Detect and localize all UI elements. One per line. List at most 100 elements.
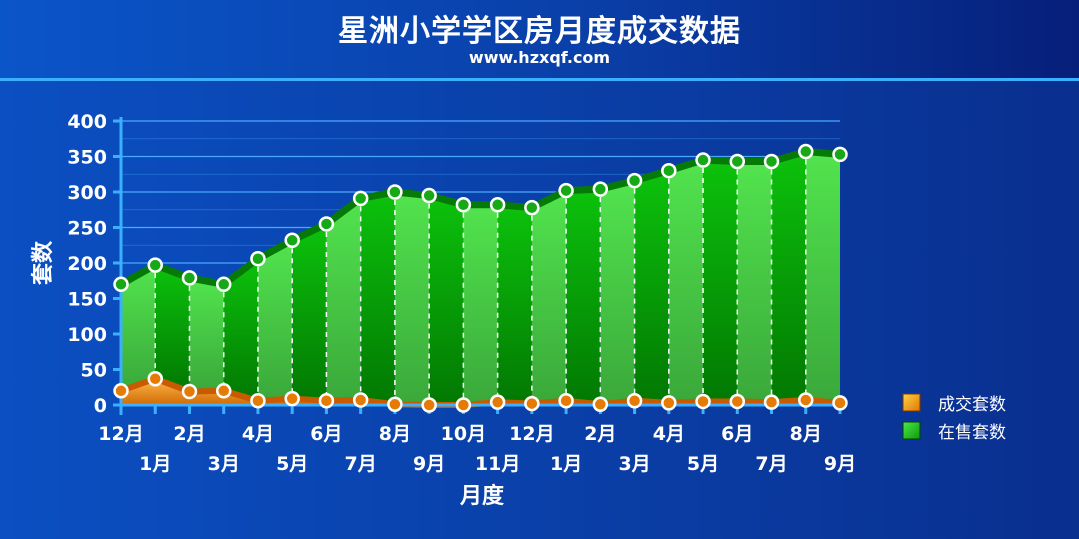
sold-point — [832, 395, 848, 411]
sold-point — [250, 392, 266, 409]
listed-area-segment — [155, 265, 190, 392]
chart-subtitle: www.hzxqf.com — [468, 48, 611, 67]
x-tick-label: 11月 — [475, 453, 520, 475]
sold-point — [387, 396, 403, 413]
x-tick-label: 3月 — [618, 453, 650, 475]
listed-point — [147, 257, 163, 273]
sold-point — [524, 395, 540, 412]
sold-point — [798, 392, 814, 408]
y-tick-label: 400 — [67, 111, 107, 133]
x-tick-label: 9月 — [413, 453, 445, 475]
listed-point — [250, 250, 266, 267]
listed-area-segment — [497, 204, 532, 404]
x-tick-label: 2月 — [584, 423, 616, 445]
listed-point — [695, 152, 711, 168]
listed-point — [181, 270, 198, 286]
listed-point — [661, 162, 677, 179]
listed-point — [832, 146, 848, 163]
sold-point — [318, 392, 335, 409]
y-tick-label: 250 — [67, 218, 107, 240]
listed-point — [352, 190, 369, 207]
x-axis-label: 月度 — [459, 483, 505, 509]
y-axis-label: 套数 — [30, 240, 56, 285]
listed-point — [284, 232, 300, 249]
sold-point — [592, 396, 609, 413]
sold-point — [489, 394, 506, 410]
sold-point — [215, 383, 232, 399]
sold-point — [763, 394, 780, 410]
listed-area-segment — [600, 180, 635, 405]
listed-area-segment — [463, 204, 498, 405]
listed-point — [455, 197, 472, 213]
y-tick-label: 50 — [81, 360, 107, 382]
listed-area-segment — [360, 192, 395, 405]
listed-area-segment — [326, 198, 361, 401]
chart-title: 星洲小学学区房月度成交数据 — [338, 14, 741, 49]
x-tick-label: 10月 — [441, 423, 486, 445]
sold-point — [626, 392, 643, 409]
listed-area-segment — [737, 161, 772, 403]
x-tick-label: 2月 — [173, 423, 205, 445]
listed-point — [318, 216, 335, 232]
x-tick-label: 4月 — [242, 423, 274, 445]
x-tick-label: 7月 — [755, 453, 787, 475]
sold-point — [421, 397, 437, 413]
sold-point — [284, 390, 300, 407]
sold-point — [352, 392, 369, 408]
listed-point — [798, 143, 814, 160]
listed-point — [592, 181, 609, 197]
listed-area-segment — [292, 223, 327, 401]
y-tick-label: 100 — [67, 324, 107, 346]
listed-point — [113, 276, 129, 293]
x-tick-label: 12月 — [509, 423, 554, 445]
x-tick-label: 9月 — [824, 453, 856, 475]
listed-point — [215, 276, 232, 293]
listed-point — [387, 184, 403, 200]
legend: 成交套数 在售套数 — [902, 393, 1006, 443]
listed-area-segment — [703, 160, 738, 402]
y-tick-label: 0 — [94, 395, 107, 417]
listed-line — [119, 148, 841, 288]
listed-area-segment — [771, 151, 806, 403]
x-tick-label: 4月 — [653, 423, 685, 445]
legend-swatch-listed — [902, 421, 921, 440]
sold-point — [695, 393, 711, 410]
sold-point — [558, 392, 574, 409]
x-tick-label: 7月 — [345, 453, 377, 475]
y-tick-label: 200 — [67, 253, 107, 275]
sold-point — [729, 393, 746, 410]
tick-labels: 05010015020025030035040012月1月2月3月4月5月6月7… — [67, 111, 856, 475]
sold-point — [147, 370, 163, 387]
listed-point — [558, 182, 574, 199]
sold-point — [181, 383, 198, 400]
legend-label-listed: 在售套数 — [938, 423, 1006, 443]
x-tick-label: 3月 — [208, 453, 240, 475]
category-dividers — [154, 159, 807, 401]
series-areas — [121, 151, 840, 405]
listed-area-segment — [121, 265, 156, 391]
listed-area-segment — [189, 277, 224, 392]
listed-area-segment — [394, 192, 430, 405]
listed-point — [421, 187, 437, 204]
y-tick-label: 300 — [67, 182, 107, 204]
listed-area-segment — [668, 160, 704, 403]
listed-area-segment — [257, 240, 293, 401]
listed-area-segment — [634, 170, 669, 403]
listed-area-segment — [566, 189, 601, 405]
listed-point — [524, 199, 540, 216]
legend-swatch-sold — [902, 393, 921, 412]
listed-point — [626, 172, 643, 189]
x-tick-label: 5月 — [276, 453, 308, 475]
x-tick-label: 6月 — [310, 423, 342, 445]
x-tick-label: 8月 — [379, 423, 411, 445]
sold-point — [113, 383, 129, 399]
sold-point — [455, 397, 472, 413]
x-tick-label: 8月 — [790, 423, 822, 445]
x-tick-label: 1月 — [550, 453, 582, 475]
listed-point — [489, 197, 506, 213]
listed-area-segment — [531, 190, 567, 404]
x-tick-label: 12月 — [98, 423, 143, 445]
legend-label-sold: 成交套数 — [938, 395, 1006, 415]
listed-point — [729, 153, 746, 170]
